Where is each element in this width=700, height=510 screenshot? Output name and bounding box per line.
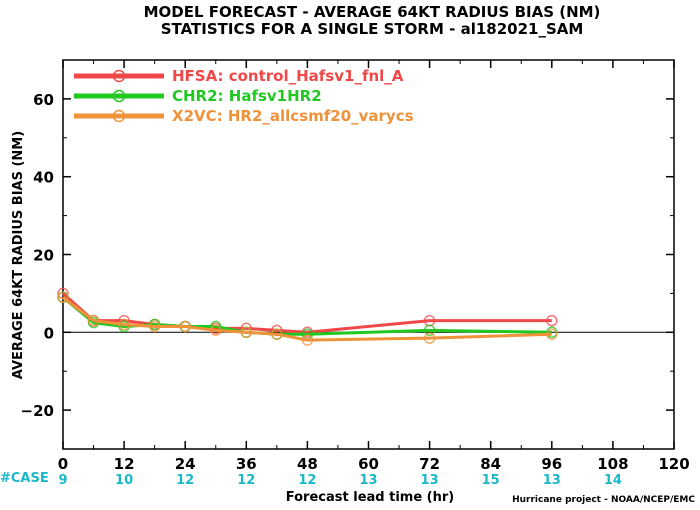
legend-marker-2: [112, 109, 126, 123]
chart-title: MODEL FORECAST - AVERAGE 64KT RADIUS BIA…: [144, 3, 601, 21]
x-axis-label: Forecast lead time (hr): [286, 490, 454, 505]
x-tick-label: 120: [658, 455, 689, 473]
case-count: 13: [543, 473, 561, 488]
series-point-2: [148, 320, 161, 333]
series-line-0: [62, 292, 552, 334]
y-tick-label: −20: [21, 402, 54, 420]
x-tick-label: 12: [114, 455, 135, 473]
x-tick-label: 84: [480, 455, 501, 473]
legend-entry-1: CHR2: Hafsv1HR2: [172, 87, 322, 105]
series-point-2: [57, 291, 69, 304]
series-point-2: [179, 320, 191, 333]
y-axis-label: AVERAGE 64KT RADIUS BIAS (NM): [11, 131, 26, 379]
case-count: 9: [58, 473, 67, 488]
legend-entry-2: X2VC: HR2_allcsmf20_varycs: [172, 107, 414, 125]
series-point-2: [423, 332, 436, 344]
case-count: 14: [604, 473, 622, 488]
case-row-label: #CASE: [0, 471, 49, 486]
legend-marker-1: [112, 89, 126, 103]
case-count: 12: [237, 473, 255, 488]
case-count: 15: [482, 473, 500, 488]
series-point-2: [87, 314, 100, 327]
series-line-1: [62, 296, 552, 336]
x-tick-label: 0: [58, 455, 68, 473]
x-tick-label: 96: [541, 455, 562, 473]
y-tick-label: 20: [33, 247, 54, 265]
case-count: 12: [298, 473, 316, 488]
series-point-2: [301, 334, 314, 346]
x-tick-label: 72: [419, 455, 440, 473]
series-point-2: [240, 326, 253, 339]
y-tick-label: 60: [33, 91, 54, 109]
legend-marker-0: [112, 69, 126, 83]
case-count: 12: [176, 473, 194, 488]
series-point-2: [118, 318, 130, 331]
series-point-1: [423, 324, 436, 337]
x-tick-label: 36: [236, 455, 257, 473]
case-count: 10: [115, 473, 133, 488]
y-tick-label: 40: [33, 169, 54, 187]
case-count: 13: [421, 473, 439, 488]
credit-text: Hurricane project - NOAA/NCEP/EMC: [512, 495, 695, 505]
series-point-2: [546, 328, 558, 340]
chart-subtitle: STATISTICS FOR A SINGLE STORM - al182021…: [161, 20, 584, 38]
x-tick-label: 108: [597, 455, 628, 473]
series-point-2: [271, 328, 283, 340]
x-tick-label: 60: [358, 455, 379, 473]
y-tick-label: 0: [44, 324, 54, 342]
series-point-0: [546, 314, 558, 327]
case-count: 13: [359, 473, 377, 488]
legend-entry-0: HFSA: control_Hafsv1_fnl_A: [172, 67, 404, 85]
x-tick-label: 24: [175, 455, 196, 473]
x-tick-label: 48: [297, 455, 318, 473]
series-line-2: [62, 296, 552, 342]
series-point-2: [210, 324, 222, 337]
